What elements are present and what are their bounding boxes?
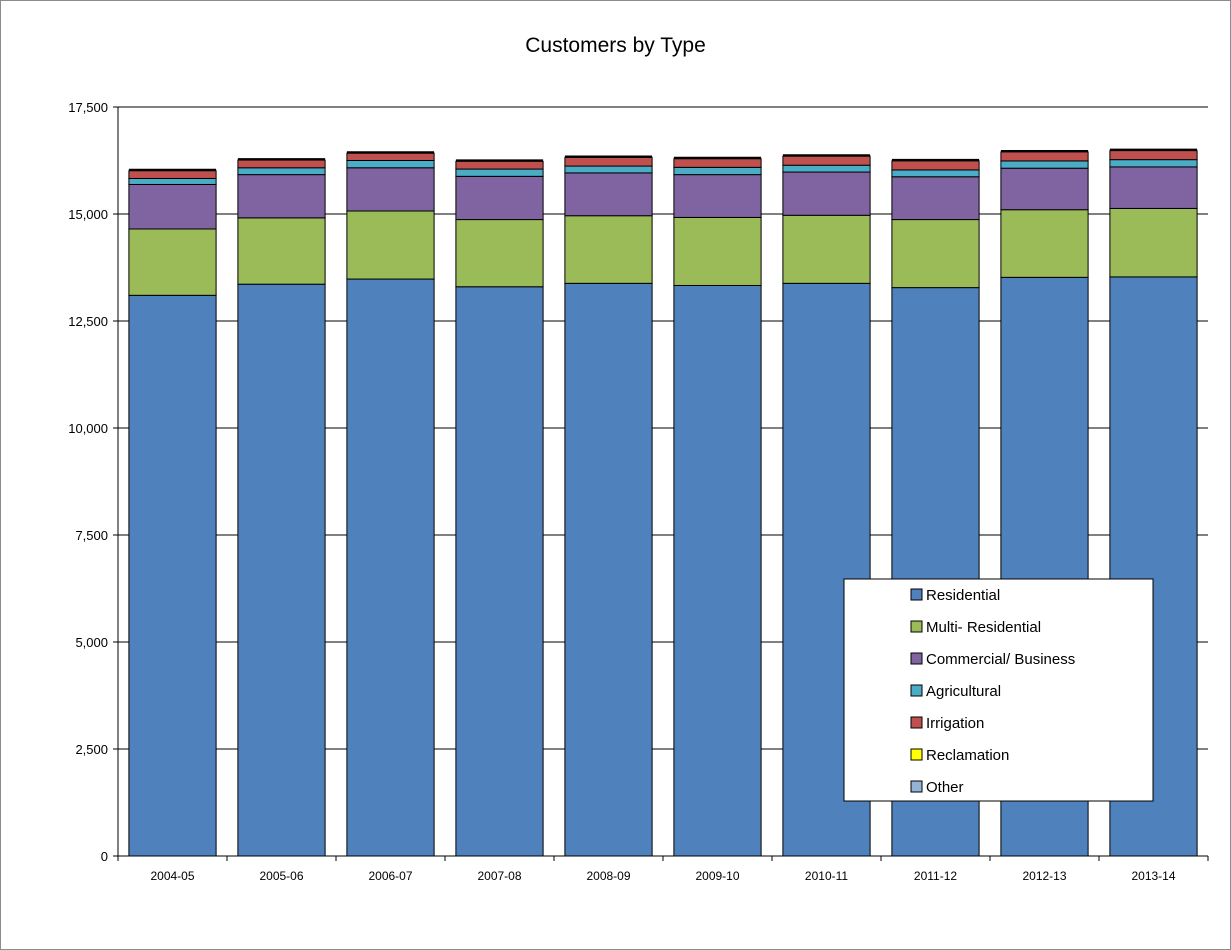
bar-segment-irrigation [1000,151,1089,162]
bar-segment-agricultural [346,160,435,169]
x-tick-label: 2005-06 [259,869,303,883]
bar-segment-irrigation [1109,150,1198,161]
legend-swatch [910,588,923,601]
bar-segment-multi-residential [673,216,762,286]
bar-segment-agricultural [1109,159,1198,168]
x-tick-label: 2011-12 [914,869,957,883]
bar-segment-multi-residential [1109,207,1198,278]
bar-segment-multi-residential [455,219,544,288]
bar-segment-commercial-business [455,175,544,221]
legend-box [843,578,1154,802]
legend-label: Residential [926,587,1000,604]
bar-segment-agricultural [455,168,544,177]
bar-segment-irrigation [128,170,217,179]
bar-segment-multi-residential [237,217,326,285]
bar-segment-commercial-business [673,174,762,218]
bar-segment-multi-residential [891,219,980,289]
axis-layer: 0 2,500 5,000 7,500 10,000 12,500 15,000 17,500… [68,100,1209,883]
bar-segment-residential [455,286,544,857]
legend-label: Irrigation [926,715,984,732]
bar-segment-irrigation [346,152,435,161]
bar-segment-residential [673,284,762,857]
legend-label: Commercial/ Business [926,651,1075,668]
chart-title: Customers by Type [525,34,706,57]
bar-segment-residential [237,283,326,857]
y-tick-label: 2,500 [75,742,108,757]
y-tick-label: 12,500 [68,314,108,329]
bar-segment-agricultural [564,165,653,174]
bar-segment-agricultural [782,164,871,173]
x-tick-label: 2009-10 [695,869,739,883]
bar-segment-irrigation [673,158,762,168]
y-tick-label: 10,000 [68,421,108,436]
bar-segment-agricultural [128,177,217,185]
legend-label: Reclamation [926,747,1009,764]
bar-segment-commercial-business [1109,166,1198,209]
bar-segment-multi-residential [128,228,217,296]
bar-segment-residential [564,282,653,857]
bar-segment-commercial-business [237,174,326,219]
bar-segment-commercial-business [782,171,871,216]
bar-segment-multi-residential [564,215,653,284]
legend-label: Other [926,779,964,796]
bar-segment-irrigation [564,157,653,167]
y-tick-label: 15,000 [68,207,108,222]
x-tick-label: 2007-08 [477,869,521,883]
bar-segment-irrigation [237,159,326,169]
bar-segment-multi-residential [782,214,871,284]
bar-segment-commercial-business [564,172,653,217]
legend-swatch [910,684,923,697]
x-tick-label: 2010-11 [805,869,848,883]
bar-segment-agricultural [1000,160,1089,169]
legend-swatch [910,652,923,665]
x-tick-label: 2013-14 [1131,869,1175,883]
bar-segment-agricultural [891,169,980,178]
x-tick-label: 2006-07 [368,869,412,883]
y-tick-label: 0 [101,849,108,864]
bar-segment-irrigation [455,160,544,170]
bar-segment-multi-residential [346,210,435,280]
bar-segment-irrigation [891,160,980,171]
x-tick-label: 2004-05 [150,869,194,883]
x-tick-label: 2008-09 [586,869,630,883]
bar-segment-commercial-business [346,167,435,212]
legend-swatch [910,748,923,761]
bar-segment-commercial-business [891,176,980,221]
y-tick-label: 5,000 [75,635,108,650]
bar-segment-residential [346,278,435,857]
bar-segment-irrigation [782,155,871,166]
y-tick-label: 7,500 [75,528,108,543]
bar-segment-commercial-business [128,183,217,230]
bar-segment-agricultural [673,166,762,176]
legend-swatch [910,620,923,633]
y-tick-label: 17,500 [68,100,108,115]
legend: Residential Multi- Residential Commercial/… [843,578,1154,802]
legend-swatch [910,780,923,793]
bar-segment-agricultural [237,167,326,176]
bar-segment-residential [128,294,217,857]
legend-label: Multi- Residential [926,619,1041,636]
x-tick-label: 2012-13 [1022,869,1066,883]
legend-label: Agricultural [926,683,1001,700]
legend-swatch [910,716,923,729]
bar-segment-commercial-business [1000,167,1089,211]
bar-segment-multi-residential [1000,209,1089,278]
